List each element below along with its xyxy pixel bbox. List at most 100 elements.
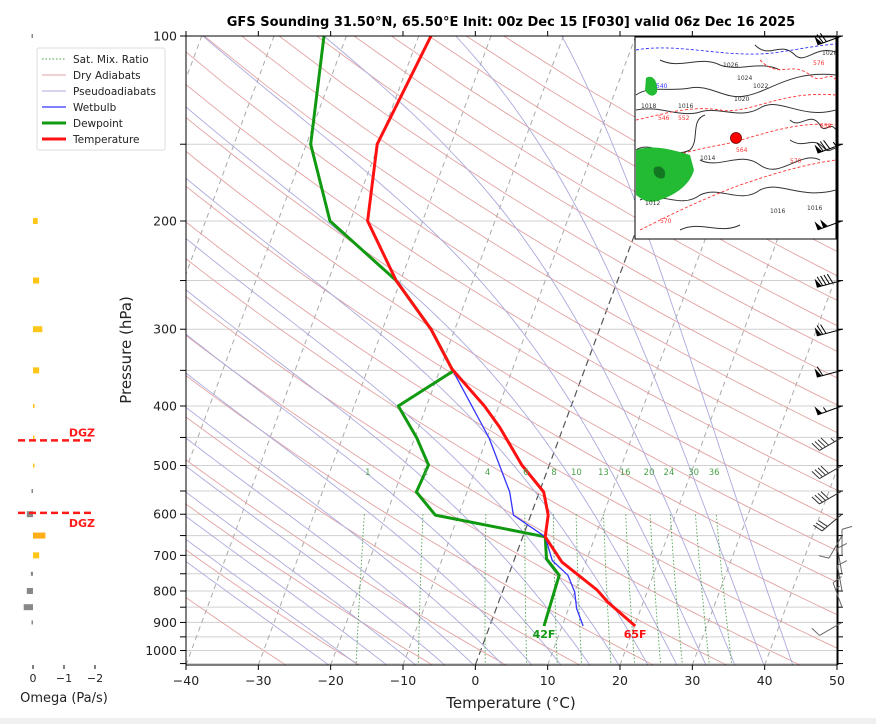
wind-barb (814, 366, 843, 378)
barb-flag (820, 465, 829, 474)
height-contour (635, 93, 836, 121)
plot-frame (185, 35, 838, 666)
barb-flag (826, 273, 834, 284)
map-contour-label: 1022 (753, 83, 768, 90)
pseudoadiabat (186, 538, 359, 665)
barb-flag (811, 471, 820, 479)
map-contour-label: 558 (820, 123, 832, 130)
map-contour-label: 1020 (734, 96, 749, 103)
barb-staff (819, 622, 843, 636)
wind-barb (832, 576, 843, 608)
barb-flag (818, 555, 830, 559)
isobar (635, 114, 706, 154)
mixing-ratio-line (649, 514, 662, 665)
dry-adiabat (186, 416, 581, 665)
dry-adiabat (203, 36, 837, 434)
omega-bar (33, 404, 35, 408)
barb-flag (811, 627, 820, 636)
mixing-ratio-labels: 1 2 4 6 8 10 13 16 20 24 30 36 (365, 468, 719, 478)
omega-bar (33, 367, 40, 374)
map-contour-label: 1016 (770, 208, 785, 215)
mixing-ratio-line (355, 514, 365, 665)
barb-flag (820, 275, 827, 286)
barb-pennant (820, 219, 828, 228)
pseudoadiabat (561, 36, 794, 665)
surface-temperature-label: 65F (624, 628, 647, 641)
dry-adiabat (278, 36, 837, 379)
x-tick-label: 0 (471, 673, 479, 688)
pseudoadiabat (186, 560, 330, 665)
legend-label: Dry Adiabats (73, 70, 141, 82)
barb-staff (836, 548, 843, 574)
barb-flag (816, 325, 824, 335)
dry-adiabat (186, 334, 728, 665)
y-axis-label: Pressure (hPa) (117, 296, 135, 404)
legend-label: Pseudoadiabats (73, 86, 156, 98)
map-contour-label: 1024 (737, 75, 752, 82)
mixing-ratio-line (694, 514, 710, 665)
x-axis-label: Temperature (°C) (445, 694, 575, 712)
omega-bar (31, 34, 33, 38)
wind-barb (814, 273, 843, 288)
mixing-ratio-line (669, 514, 683, 665)
wind-barb (814, 324, 843, 337)
barb-pennant (814, 36, 823, 45)
mixing-ratio-line (715, 514, 733, 665)
y-tick-label: 900 (153, 615, 177, 630)
omega-bar (33, 326, 43, 333)
y-tick-label: 800 (153, 584, 177, 599)
mixing-ratio-label: 10 (571, 468, 582, 478)
omega-bar (33, 218, 38, 224)
pseudoadiabat (202, 36, 707, 665)
dry-adiabat (186, 185, 837, 583)
wind-barb (814, 32, 843, 46)
x-tick-label: 10 (540, 673, 556, 688)
barb-staff (832, 582, 843, 608)
barb-flag (819, 141, 827, 151)
barb-flag (816, 142, 824, 152)
mixing-ratio-line (625, 514, 636, 665)
barb-half-flag (835, 585, 840, 590)
barb-pennant (814, 144, 823, 154)
barb-flag (816, 34, 824, 44)
wind-barb (811, 490, 843, 505)
omega-tick-label: −1 (56, 672, 72, 685)
dry-adiabat (241, 36, 837, 406)
height-contour-blue (635, 43, 836, 55)
barb-staff (828, 535, 843, 559)
isobar (679, 224, 741, 231)
dry-adiabat (353, 36, 837, 327)
barb-flag (815, 522, 826, 530)
height-contour (639, 159, 836, 231)
barb-flag (837, 543, 848, 549)
barb-half-flag (822, 407, 827, 412)
surface-dewpoint-label: 42F (533, 628, 556, 641)
map-contour-label: 570 (660, 218, 672, 225)
barb-flag (820, 437, 829, 446)
barb-flag (823, 274, 830, 285)
mixing-ratio-label: 8 (551, 468, 556, 478)
dgz-top-label: DGZ (69, 426, 95, 439)
wind-barb (813, 513, 843, 532)
omega-bar (26, 511, 33, 518)
dry-adiabat (186, 116, 837, 521)
zero-isotherm (474, 36, 709, 665)
map-contour-label: 1014 (700, 155, 715, 162)
barb-pennant (814, 278, 822, 288)
mixing-ratio-label: 16 (620, 468, 631, 478)
isobar (659, 59, 781, 71)
barb-pennant (814, 406, 823, 415)
dry-adiabat (186, 596, 287, 665)
chart-title: GFS Sounding 31.50°N, 65.50°E Init: 00z … (227, 15, 795, 30)
isotherm (764, 468, 837, 665)
mixing-ratio-label: 20 (644, 468, 655, 478)
wind-barb (814, 405, 843, 416)
x-tick-label: 20 (612, 673, 628, 688)
barb-half-flag (832, 141, 837, 147)
isobar (699, 157, 821, 170)
map-contour-label: 1026 (723, 62, 738, 69)
mixing-ratio-label: 1 (365, 468, 370, 478)
legend-label: Sat. Mix. Ratio (73, 54, 149, 66)
dry-adiabat (186, 295, 802, 665)
